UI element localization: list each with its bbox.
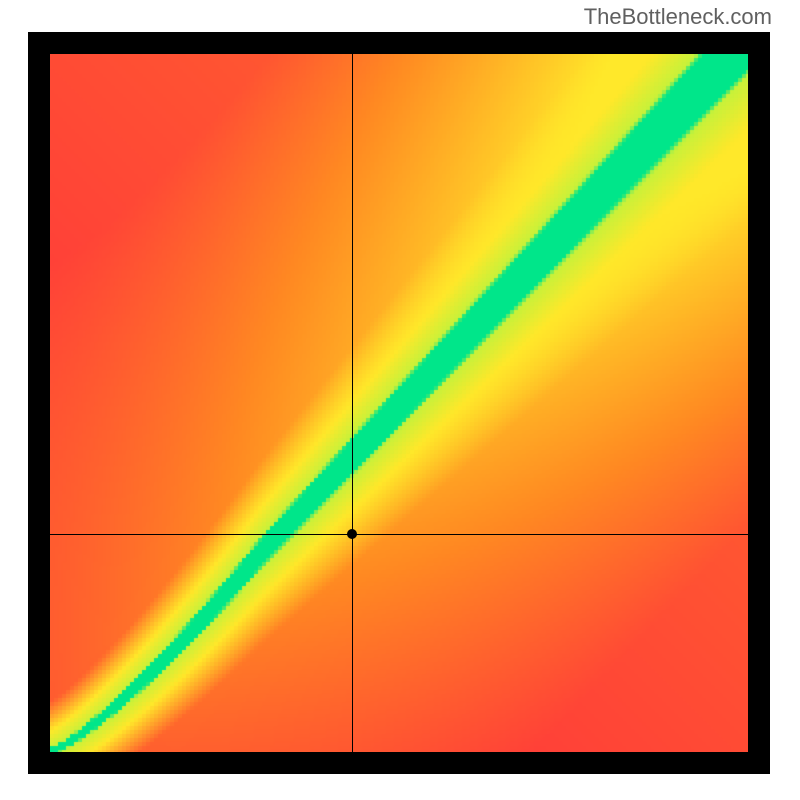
plot-area [50,54,748,752]
plot-frame [28,32,770,774]
crosshair-marker [347,529,357,539]
crosshair-vertical [352,54,353,752]
heatmap-canvas [50,54,748,752]
crosshair-horizontal [50,534,748,535]
attribution-text: TheBottleneck.com [584,4,772,30]
